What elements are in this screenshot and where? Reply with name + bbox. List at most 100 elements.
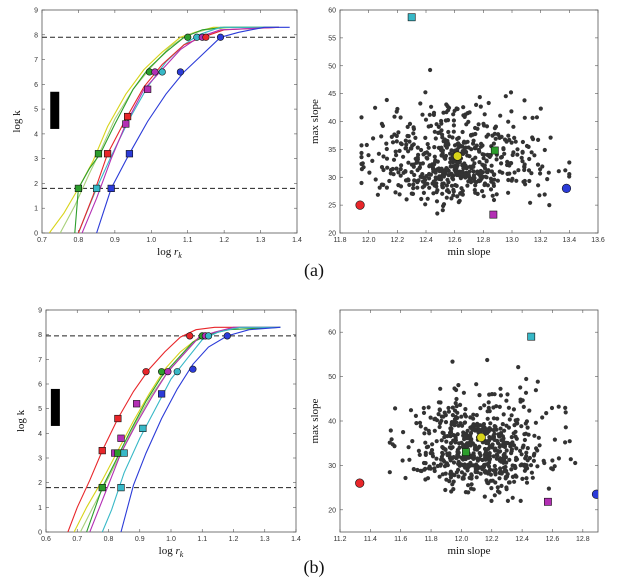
- plot-content: [46, 326, 296, 532]
- scatter-point: [474, 143, 479, 148]
- scatter-point: [448, 160, 453, 165]
- y-tick-label: 2: [38, 480, 42, 487]
- scatter-point: [432, 154, 437, 159]
- scatter-point: [522, 167, 527, 173]
- scatter-point: [492, 431, 497, 436]
- marker-circle-cyan: [158, 68, 166, 76]
- scatter-point: [441, 174, 446, 179]
- scatter-point: [451, 123, 456, 128]
- scatter-point: [478, 104, 483, 109]
- scatter-point: [505, 159, 510, 164]
- scatter-point: [494, 456, 499, 461]
- scatter-point: [454, 183, 459, 188]
- scatter-point: [401, 154, 406, 159]
- scatter-point: [491, 405, 496, 410]
- scatter-point: [476, 122, 481, 127]
- scatter-point: [482, 446, 488, 452]
- scatter-point: [420, 112, 425, 117]
- scatter-point: [488, 444, 494, 449]
- scatter-point: [499, 483, 504, 488]
- scatter-point: [495, 416, 500, 421]
- y-tick-label: 9: [34, 8, 38, 15]
- x-tick-label: 0.8: [104, 536, 114, 543]
- scatter-point: [436, 412, 441, 417]
- scatter-point: [529, 150, 534, 155]
- scatter-point: [388, 167, 394, 173]
- scatter-point: [459, 470, 464, 475]
- scatter-point: [452, 143, 458, 148]
- scatter-point: [475, 126, 480, 131]
- scatter-point: [451, 129, 456, 134]
- marker-square-green: [74, 184, 83, 193]
- scatter-point: [456, 383, 461, 388]
- y-tick-label: 40: [328, 419, 336, 426]
- scatter-point: [434, 122, 439, 127]
- scatter-point: [444, 195, 449, 200]
- scatter-point: [444, 188, 450, 193]
- x-tick-label: 1.0: [166, 536, 176, 543]
- marker-square-red: [114, 414, 122, 423]
- scatter-point: [407, 121, 413, 126]
- marker-square-magenta: [117, 434, 125, 442]
- scatter-point: [405, 124, 410, 129]
- scatter-point: [497, 476, 502, 481]
- scatter-point: [443, 420, 449, 425]
- scatter-point: [515, 147, 520, 152]
- scatter-point: [549, 405, 555, 411]
- scatter-point: [471, 169, 476, 174]
- scatter-point: [537, 193, 542, 198]
- scatter-point: [527, 178, 532, 184]
- y-tick-label: 30: [328, 463, 336, 470]
- marker-square-blue: [158, 390, 166, 398]
- scatter-point: [417, 452, 422, 457]
- series-line-red: [67, 326, 281, 532]
- scatter-point: [528, 463, 534, 468]
- scatter-point: [530, 115, 535, 120]
- scatter-point: [495, 178, 500, 183]
- scatter-point: [478, 170, 484, 175]
- scatter-point: [495, 453, 500, 458]
- scatter-point: [461, 105, 466, 110]
- scatter-point: [541, 458, 546, 463]
- scatter-point: [373, 177, 378, 182]
- scatter-point: [505, 392, 510, 397]
- x-tick-label: 12.2: [485, 536, 499, 543]
- scatter-point: [463, 172, 468, 177]
- scatter-point: [409, 170, 414, 175]
- scatter-point: [446, 405, 451, 411]
- scatter-point: [521, 443, 526, 448]
- marker-square-red: [124, 112, 132, 121]
- scatter-point: [432, 466, 437, 471]
- y-tick-label: 0: [38, 530, 42, 537]
- y-tick-label: 5: [38, 406, 42, 413]
- scatter-point: [514, 178, 519, 183]
- series-line-red: [77, 26, 279, 233]
- scatter-point: [398, 173, 403, 178]
- x-tick-label: 13.6: [591, 237, 605, 244]
- highlight-square-magenta: [544, 497, 552, 506]
- scatter-point: [547, 203, 552, 208]
- scatter-point: [484, 462, 489, 467]
- scatter-point: [471, 164, 476, 169]
- scatter-point: [434, 439, 439, 444]
- scatter-point: [538, 171, 543, 176]
- series-line-blue: [96, 26, 290, 233]
- y-tick-label: 2: [34, 181, 38, 188]
- scatter-point: [487, 153, 492, 158]
- scatter-point: [439, 457, 444, 462]
- x-tick-label: 1.4: [291, 536, 301, 543]
- scatter-point: [440, 452, 445, 457]
- x-tick-label: 1.2: [229, 536, 239, 543]
- scatter-point: [512, 170, 517, 175]
- scatter-point: [413, 135, 418, 140]
- scatter-point: [445, 118, 451, 123]
- scatter-point: [567, 439, 572, 444]
- y-tick-label: 6: [38, 382, 42, 389]
- marker-circle-green: [184, 33, 192, 41]
- scatter-point: [399, 163, 404, 168]
- scatter-point: [526, 168, 532, 173]
- scatter-point: [422, 431, 427, 436]
- scatter-point: [491, 468, 496, 473]
- scatter-point: [496, 132, 501, 137]
- scatter-point: [459, 186, 464, 191]
